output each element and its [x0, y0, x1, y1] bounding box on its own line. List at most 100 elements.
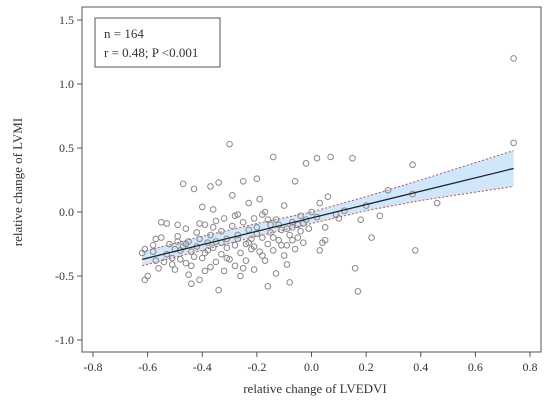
- data-point: [294, 234, 302, 241]
- data-point: [209, 206, 217, 213]
- confidence-band-upper: [142, 150, 514, 253]
- data-point: [157, 218, 165, 226]
- data-point: [207, 263, 214, 271]
- data-point: [228, 222, 236, 230]
- data-point: [237, 249, 244, 257]
- data-point: [198, 203, 206, 211]
- x-tick-label: -0.6: [138, 360, 157, 374]
- data-point: [286, 279, 293, 286]
- data-point: [283, 225, 291, 232]
- axes-layer: -0.8 -0.6 -0.4 -0.2 0.0 0.2 0.4 0.6 0.8 -1.0 -0.5 0…: [55, 13, 538, 374]
- data-point: [196, 220, 203, 227]
- data-point: [209, 244, 217, 252]
- data-point: [313, 154, 321, 162]
- data-point: [171, 266, 179, 273]
- y-tick-label: 1.0: [59, 77, 74, 91]
- data-point: [278, 241, 285, 249]
- data-point: [354, 288, 362, 295]
- data-point: [220, 215, 228, 222]
- data-point: [190, 185, 198, 193]
- data-point: [182, 259, 190, 267]
- data-point: [141, 276, 149, 284]
- data-point: [144, 272, 151, 280]
- data-point: [196, 276, 203, 284]
- data-point: [215, 179, 222, 186]
- data-point: [157, 234, 165, 241]
- data-point: [269, 247, 277, 254]
- data-point: [182, 240, 190, 248]
- data-point: [212, 217, 220, 225]
- x-tick-label: -0.4: [193, 360, 212, 374]
- data-point: [228, 192, 236, 199]
- data-point: [245, 199, 252, 207]
- data-point: [280, 252, 288, 259]
- data-point: [237, 272, 244, 280]
- x-tick-label: -0.8: [84, 360, 103, 374]
- data-point: [269, 153, 277, 161]
- data-point: [215, 286, 222, 294]
- data-point: [182, 225, 190, 232]
- regression-line: [142, 167, 514, 260]
- data-point: [239, 177, 247, 185]
- data-point: [152, 257, 160, 264]
- data-point: [286, 231, 293, 239]
- data-point: [201, 267, 209, 275]
- x-axis-label: relative change of LVEDVI: [243, 381, 387, 396]
- data-point: [510, 55, 517, 62]
- annotation-r-p: r = 0.48; P <0.001: [104, 45, 198, 60]
- data-point: [231, 212, 239, 220]
- y-tick-label: -0.5: [55, 269, 74, 283]
- data-point: [300, 239, 307, 247]
- data-point: [275, 236, 283, 244]
- data-point: [327, 153, 334, 161]
- data-point: [308, 208, 315, 216]
- data-point: [264, 282, 272, 290]
- data-point: [349, 154, 356, 162]
- data-point: [376, 212, 384, 220]
- data-point: [198, 254, 206, 262]
- data-point: [250, 266, 258, 273]
- data-point: [280, 202, 288, 209]
- data-point: [168, 261, 176, 268]
- confidence-band-layer: [142, 150, 514, 267]
- data-point: [250, 243, 258, 250]
- data-point: [291, 177, 299, 185]
- data-point: [305, 225, 313, 232]
- data-point: [253, 175, 261, 183]
- data-point: [283, 261, 291, 268]
- data-point: [409, 161, 416, 168]
- data-point: [291, 245, 299, 253]
- data-point: [368, 234, 375, 241]
- x-tick-label: -0.2: [247, 360, 266, 374]
- data-point: [163, 220, 171, 227]
- data-point: [201, 221, 209, 229]
- data-point: [256, 248, 263, 255]
- data-point: [226, 140, 233, 148]
- data-point: [351, 265, 359, 272]
- data-point: [259, 234, 266, 241]
- x-tick-label: 0.4: [413, 360, 428, 374]
- data-point: [289, 236, 296, 244]
- data-point: [190, 253, 198, 261]
- y-tick-label: -1.0: [55, 333, 74, 347]
- data-point: [433, 199, 441, 207]
- data-point: [510, 139, 517, 147]
- data-point: [297, 212, 304, 220]
- data-point: [239, 218, 247, 226]
- data-point: [188, 280, 195, 287]
- data-point: [152, 235, 160, 243]
- data-point: [250, 215, 258, 222]
- data-point: [209, 224, 217, 231]
- data-point: [149, 241, 157, 249]
- data-point: [138, 249, 146, 257]
- y-tick-label: 1.5: [59, 13, 74, 27]
- data-point: [185, 271, 192, 279]
- data-point: [316, 247, 323, 254]
- y-tick-label: 0.5: [59, 141, 74, 155]
- y-axis-label: relative change of LVMI: [10, 118, 25, 246]
- annotation-border: [94, 17, 221, 68]
- data-point: [242, 257, 250, 264]
- data-point: [201, 249, 209, 257]
- data-point: [253, 224, 261, 231]
